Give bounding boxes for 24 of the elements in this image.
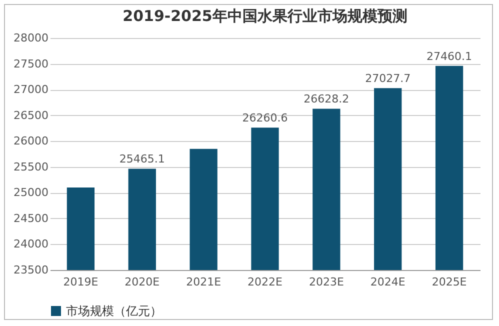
x-tick-label: 2022E	[248, 276, 283, 288]
x-tick-label: 2021E	[186, 276, 222, 288]
x-tick-label: 2019E	[63, 276, 98, 288]
chart-title: 2019-2025年中国水果行业市场规模预测	[122, 7, 408, 25]
y-tick-label: 28000	[14, 32, 48, 44]
y-tick-label: 25500	[14, 160, 48, 174]
data-label: 26260.6	[242, 112, 288, 125]
x-tick-label: 2025E	[432, 276, 467, 288]
y-tick-label: 24500	[14, 212, 48, 225]
y-tick-label: 26000	[14, 134, 48, 148]
y-tick-label: 25000	[14, 186, 48, 200]
y-tick-label: 27000	[14, 83, 48, 96]
y-tick-label: 27500	[14, 57, 48, 70]
data-label: 27027.7	[365, 72, 411, 86]
data-label: 27460.1	[426, 50, 472, 63]
data-label: 26628.2	[304, 92, 350, 106]
y-tick-label: 23500	[14, 264, 48, 276]
y-tick-label: 24000	[14, 238, 48, 251]
x-tick-label: 2023E	[308, 276, 344, 288]
y-tick-label: 26500	[14, 108, 48, 122]
data-label: 25465.1	[119, 152, 165, 166]
legend-label: 市场规模（亿元）	[66, 304, 162, 318]
x-tick-label: 2024E	[370, 276, 406, 288]
x-tick-label: 2020E	[124, 276, 160, 288]
